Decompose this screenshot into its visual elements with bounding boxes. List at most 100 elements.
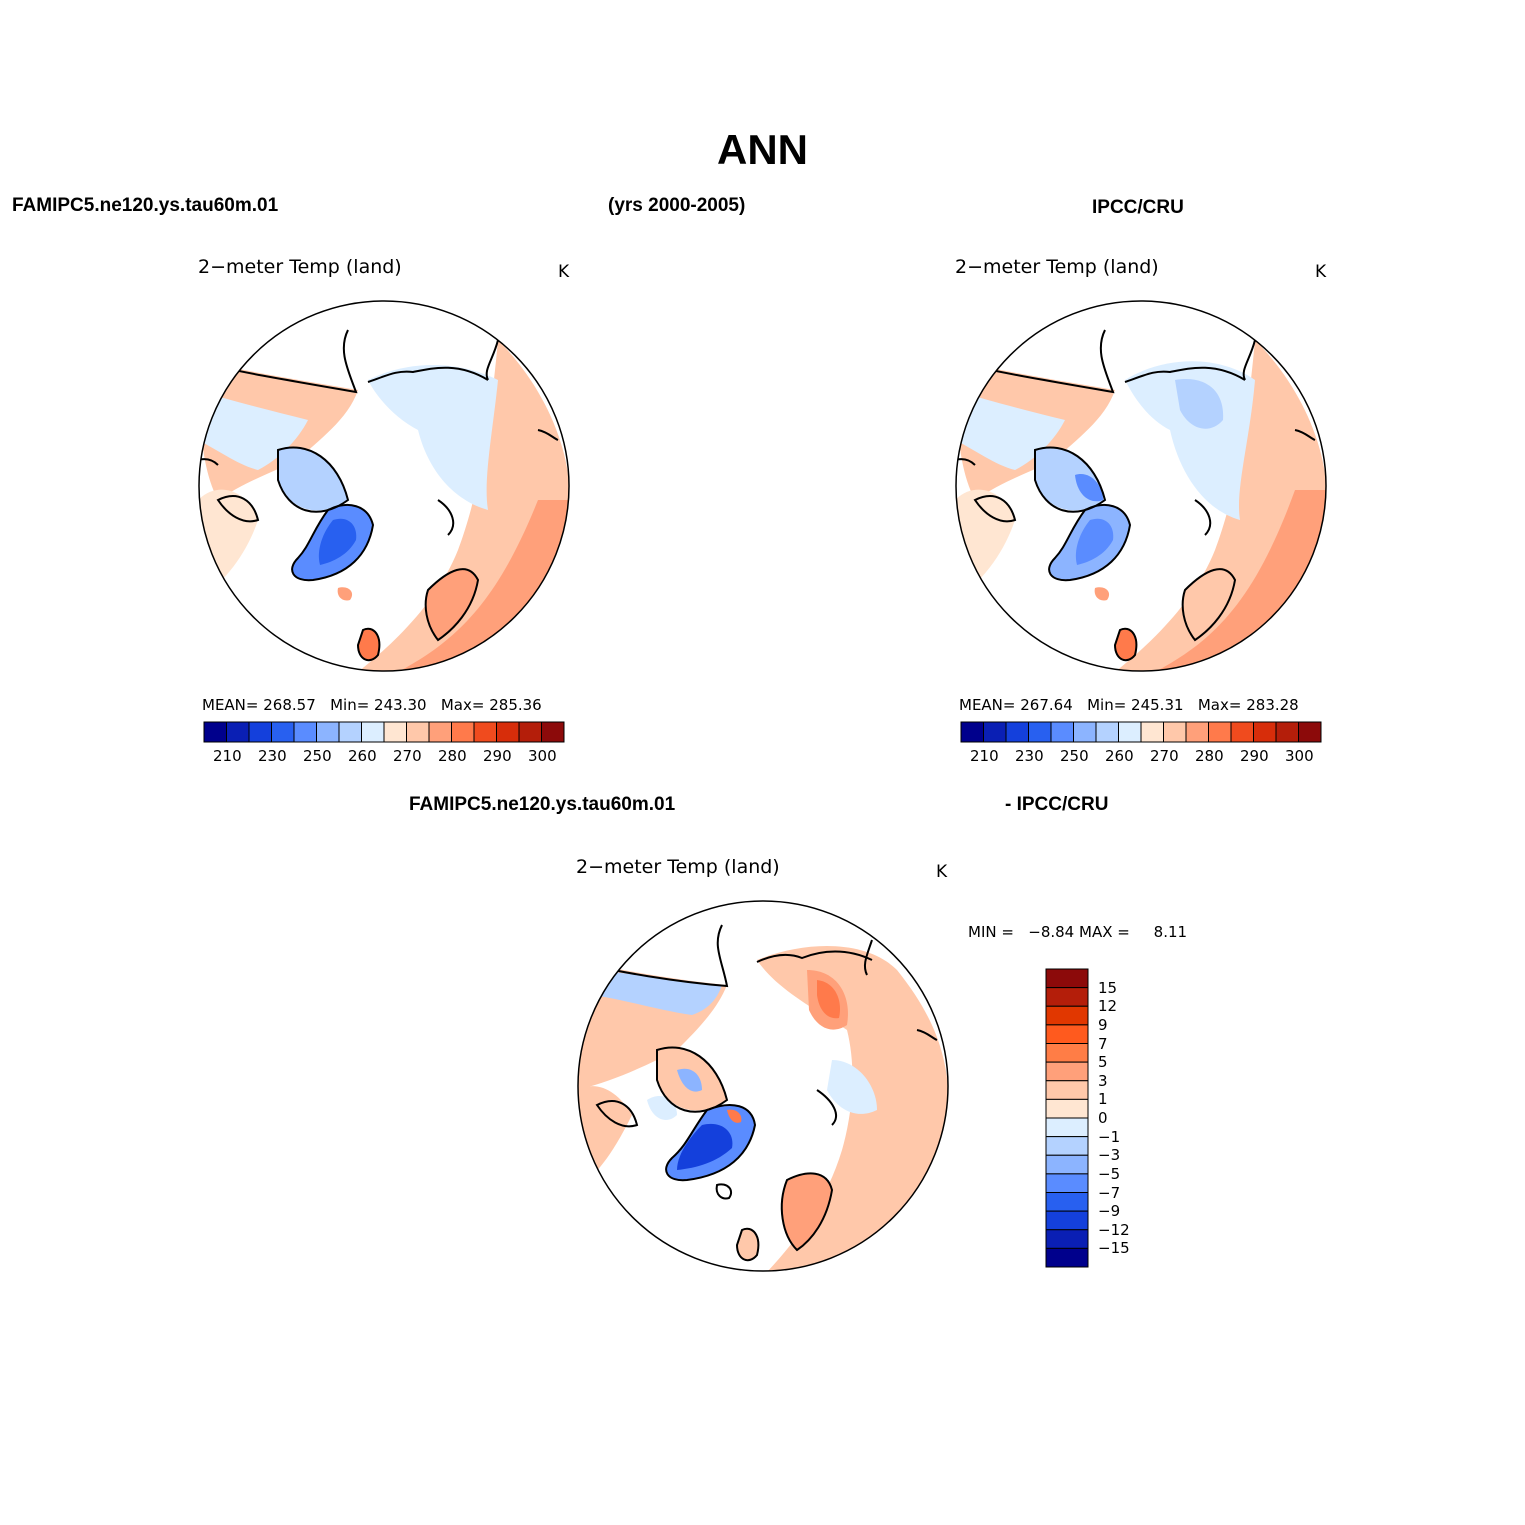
model-min-label: Min= bbox=[330, 696, 370, 714]
diff-min-value: −8.84 bbox=[1028, 923, 1075, 941]
obs-colorbar-box-13 bbox=[1253, 721, 1277, 743]
diff-colorbar-box-13 bbox=[1045, 1210, 1089, 1231]
diff-panel-title: 2−meter Temp (land) bbox=[576, 856, 780, 878]
diff-tick-13: −12 bbox=[1098, 1220, 1130, 1239]
obs-tick-3: 260 bbox=[1105, 747, 1134, 765]
years-header: (yrs 2000-2005) bbox=[608, 195, 746, 216]
obs-tick-6: 290 bbox=[1240, 747, 1269, 765]
obs-colorbar-box-9 bbox=[1163, 721, 1187, 743]
model-min-value: 243.30 bbox=[374, 696, 427, 714]
diff-colorbar-box-4 bbox=[1045, 1043, 1089, 1063]
model-max-label: Max= bbox=[440, 696, 485, 714]
diff-colorbar-box-9 bbox=[1045, 1136, 1089, 1156]
diff-tick-14: −15 bbox=[1098, 1239, 1130, 1258]
model-colorbar-box-13 bbox=[496, 721, 520, 743]
diff-colorbar bbox=[1045, 968, 1089, 1268]
model-colorbar-box-0 bbox=[203, 721, 227, 743]
obs-tick-4: 270 bbox=[1150, 747, 1179, 765]
diff-panel-unit: K bbox=[936, 862, 948, 882]
model-mean-label: MEAN= bbox=[202, 696, 259, 714]
obs-stats: MEAN= 267.64 Min= 245.31 Max= 283.28 bbox=[959, 696, 1299, 714]
model-colorbar-box-11 bbox=[451, 721, 475, 743]
diff-tick-1: 12 bbox=[1098, 997, 1118, 1016]
obs-colorbar-box-5 bbox=[1073, 721, 1097, 743]
model-polar-map bbox=[198, 300, 570, 672]
obs-colorbar-box-4 bbox=[1050, 721, 1074, 743]
obs-colorbar-box-1 bbox=[983, 721, 1007, 743]
obs-colorbar-box-12 bbox=[1230, 721, 1254, 743]
diff-tick-8: −1 bbox=[1098, 1127, 1121, 1146]
diff-colorbar-box-8 bbox=[1045, 1117, 1089, 1138]
diff-case-header: FAMIPC5.ne120.ys.tau60m.01 bbox=[409, 794, 676, 815]
model-colorbar-box-15 bbox=[541, 721, 565, 743]
diff-tick-11: −7 bbox=[1098, 1183, 1121, 1202]
model-tick-7: 300 bbox=[528, 747, 557, 765]
obs-tick-1: 230 bbox=[1015, 747, 1044, 765]
obs-colorbar-box-14 bbox=[1275, 721, 1299, 743]
diff-obs-header: - IPCC/CRU bbox=[1005, 794, 1109, 815]
obs-tick-7: 300 bbox=[1285, 747, 1314, 765]
model-colorbar-box-7 bbox=[361, 721, 385, 743]
diff-tick-10: −5 bbox=[1098, 1164, 1121, 1183]
obs-colorbar-box-8 bbox=[1140, 721, 1164, 743]
diff-max-value: 8.11 bbox=[1153, 923, 1188, 941]
diff-colorbar-box-5 bbox=[1045, 1061, 1089, 1082]
diff-colorbar-box-14 bbox=[1045, 1229, 1089, 1249]
obs-polar-map bbox=[955, 300, 1327, 672]
obs-colorbar-box-6 bbox=[1095, 721, 1119, 743]
page-title: ANN bbox=[717, 126, 808, 173]
obs-panel-unit: K bbox=[1315, 262, 1327, 282]
model-tick-2: 250 bbox=[303, 747, 332, 765]
obs-tick-2: 250 bbox=[1060, 747, 1089, 765]
diff-colorbar-box-12 bbox=[1045, 1192, 1089, 1212]
obs-panel-title: 2−meter Temp (land) bbox=[955, 256, 1159, 278]
model-tick-5: 280 bbox=[438, 747, 467, 765]
model-tick-3: 260 bbox=[348, 747, 377, 765]
obs-min-label: Min= bbox=[1087, 696, 1127, 714]
obs-tick-0: 210 bbox=[970, 747, 999, 765]
model-tick-6: 290 bbox=[483, 747, 512, 765]
obs-tick-5: 280 bbox=[1195, 747, 1224, 765]
obs-colorbar-box-15 bbox=[1298, 721, 1322, 743]
diff-stats: MIN = −8.84 MAX = 8.11 bbox=[968, 923, 1187, 941]
diff-tick-7: 0 bbox=[1098, 1109, 1108, 1127]
diff-colorbar-ticks: 15 12 9 7 5 3 1 0 −1 −3 −5 −7 −9 −12 −15 bbox=[1098, 969, 1158, 1267]
model-tick-4: 270 bbox=[393, 747, 422, 765]
diff-tick-5: 3 bbox=[1098, 1071, 1108, 1090]
model-colorbar-box-10 bbox=[428, 721, 452, 743]
diff-tick-4: 5 bbox=[1098, 1053, 1108, 1072]
obs-colorbar-box-10 bbox=[1185, 721, 1209, 743]
model-colorbar-box-2 bbox=[248, 721, 272, 743]
model-colorbar-box-8 bbox=[383, 721, 407, 743]
diff-colorbar-box-6 bbox=[1045, 1080, 1089, 1100]
diff-colorbar-box-10 bbox=[1045, 1154, 1089, 1175]
diff-colorbar-box-2 bbox=[1045, 1005, 1089, 1026]
case-name-header: FAMIPC5.ne120.ys.tau60m.01 bbox=[12, 195, 279, 216]
model-panel-title: 2−meter Temp (land) bbox=[198, 256, 402, 278]
model-colorbar-box-6 bbox=[338, 721, 362, 743]
obs-mean-label: MEAN= bbox=[959, 696, 1016, 714]
diff-colorbar-box-15 bbox=[1045, 1247, 1089, 1268]
obs-max-label: Max= bbox=[1197, 696, 1242, 714]
diff-tick-3: 7 bbox=[1098, 1034, 1108, 1053]
model-colorbar-box-1 bbox=[226, 721, 250, 743]
obs-colorbar bbox=[960, 721, 1322, 743]
obs-colorbar-box-2 bbox=[1005, 721, 1029, 743]
diff-colorbar-box-3 bbox=[1045, 1024, 1089, 1044]
diff-min-label: MIN = bbox=[968, 923, 1014, 941]
obs-colorbar-box-11 bbox=[1208, 721, 1232, 743]
model-colorbar-box-14 bbox=[518, 721, 542, 743]
model-max-value: 285.36 bbox=[489, 696, 542, 714]
diff-colorbar-box-7 bbox=[1045, 1098, 1089, 1119]
obs-min-value: 245.31 bbox=[1131, 696, 1184, 714]
model-tick-0: 210 bbox=[213, 747, 242, 765]
obs-colorbar-box-3 bbox=[1028, 721, 1052, 743]
diff-tick-9: −3 bbox=[1098, 1146, 1121, 1165]
obs-max-value: 283.28 bbox=[1246, 696, 1299, 714]
model-panel-unit: K bbox=[558, 262, 570, 282]
obs-name-header: IPCC/CRU bbox=[1092, 197, 1184, 218]
model-stats: MEAN= 268.57 Min= 243.30 Max= 285.36 bbox=[202, 696, 542, 714]
model-colorbar-box-4 bbox=[293, 721, 317, 743]
obs-colorbar-box-7 bbox=[1118, 721, 1142, 743]
model-colorbar-box-9 bbox=[406, 721, 430, 743]
